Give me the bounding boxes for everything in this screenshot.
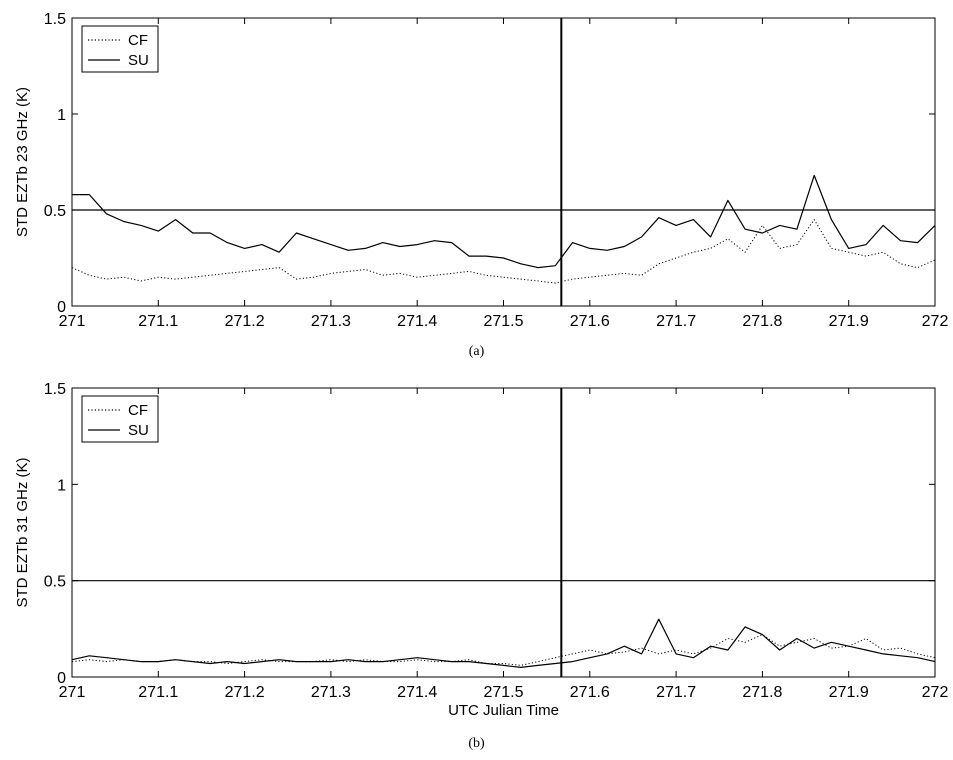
y-axis-label-b: STD EZTb 31 GHz (K) bbox=[14, 457, 31, 607]
x-tick-label-b: 271.6 bbox=[570, 684, 610, 701]
x-tick-label-b: 271.5 bbox=[483, 684, 523, 701]
x-tick-label-a: 271.7 bbox=[656, 313, 696, 330]
series-line-su-b bbox=[71, 618, 936, 668]
legend-label-cf-b: CF bbox=[128, 402, 148, 419]
y-tick-label-a: 1.5 bbox=[44, 11, 66, 28]
series-line-su-a bbox=[72, 174, 936, 269]
x-tick-label-a: 271.4 bbox=[397, 313, 437, 330]
legend-box-b bbox=[81, 395, 159, 443]
series-line-cf-b bbox=[71, 634, 936, 666]
chart-a-svg: 271 271.1 271.2 271.3 271.4 271.5 271.6 271.7 27… bbox=[14, 11, 949, 330]
legend-label-cf-a: CF bbox=[128, 32, 148, 49]
y-tick-label-b: 1 bbox=[57, 477, 66, 494]
y-tick-label-a: 1 bbox=[57, 107, 66, 124]
x-tick-label-b: 271.9 bbox=[829, 684, 869, 701]
x-tick-label-b: 271.1 bbox=[138, 684, 178, 701]
x-tick-label-b: 271.3 bbox=[311, 684, 351, 701]
y-tick-label-a: 0 bbox=[57, 299, 66, 316]
series-line-cf-a bbox=[71, 219, 936, 284]
caption-b: (b) bbox=[468, 736, 485, 751]
x-tick-label-a: 271.5 bbox=[483, 313, 523, 330]
x-tick-label-a: 271.2 bbox=[225, 313, 265, 330]
x-tick-label-a: 272 bbox=[922, 313, 949, 330]
x-tick-label-a: 271.3 bbox=[311, 313, 351, 330]
y-axis-label-a: STD EZTb 23 GHz (K) bbox=[14, 87, 31, 237]
chart-panel-a: 271 271.1 271.2 271.3 271.4 271.5 271.6 271.7 27… bbox=[0, 0, 953, 374]
x-tick-label-a: 271 bbox=[59, 313, 86, 330]
x-tick-label-a: 271.6 bbox=[570, 313, 610, 330]
y-tick-label-b: 1.5 bbox=[44, 381, 66, 398]
legend-label-su-a: SU bbox=[128, 52, 149, 69]
x-tick-label-b: 271.2 bbox=[225, 684, 265, 701]
caption-a: (a) bbox=[468, 344, 485, 359]
x-axis-label-b: UTC Julian Time bbox=[448, 702, 559, 719]
x-tick-label-b: 272 bbox=[922, 684, 949, 701]
plot-frame-a bbox=[71, 17, 936, 307]
legend-label-su-b: SU bbox=[128, 422, 149, 439]
x-tick-label-a: 271.8 bbox=[742, 313, 782, 330]
y-tick-label-a: 0.5 bbox=[44, 203, 66, 220]
plot-frame-b bbox=[71, 387, 936, 678]
chart-b-svg: 271 271.1 271.2 271.3 271.4 271.5 271.6 271.7 27… bbox=[14, 381, 949, 719]
x-tick-label-b: 271 bbox=[59, 684, 86, 701]
x-tick-label-a: 271.1 bbox=[138, 313, 178, 330]
y-tick-label-b: 0.5 bbox=[44, 574, 66, 591]
x-tick-label-b: 271.8 bbox=[742, 684, 782, 701]
x-tick-label-b: 271.7 bbox=[656, 684, 696, 701]
x-tick-label-b: 271.4 bbox=[397, 684, 437, 701]
legend-box-a bbox=[81, 25, 159, 73]
y-tick-label-b: 0 bbox=[57, 670, 66, 687]
x-tick-label-a: 271.9 bbox=[829, 313, 869, 330]
chart-panel-b: 271 271.1 271.2 271.3 271.4 271.5 271.6 271.7 27… bbox=[0, 381, 953, 760]
